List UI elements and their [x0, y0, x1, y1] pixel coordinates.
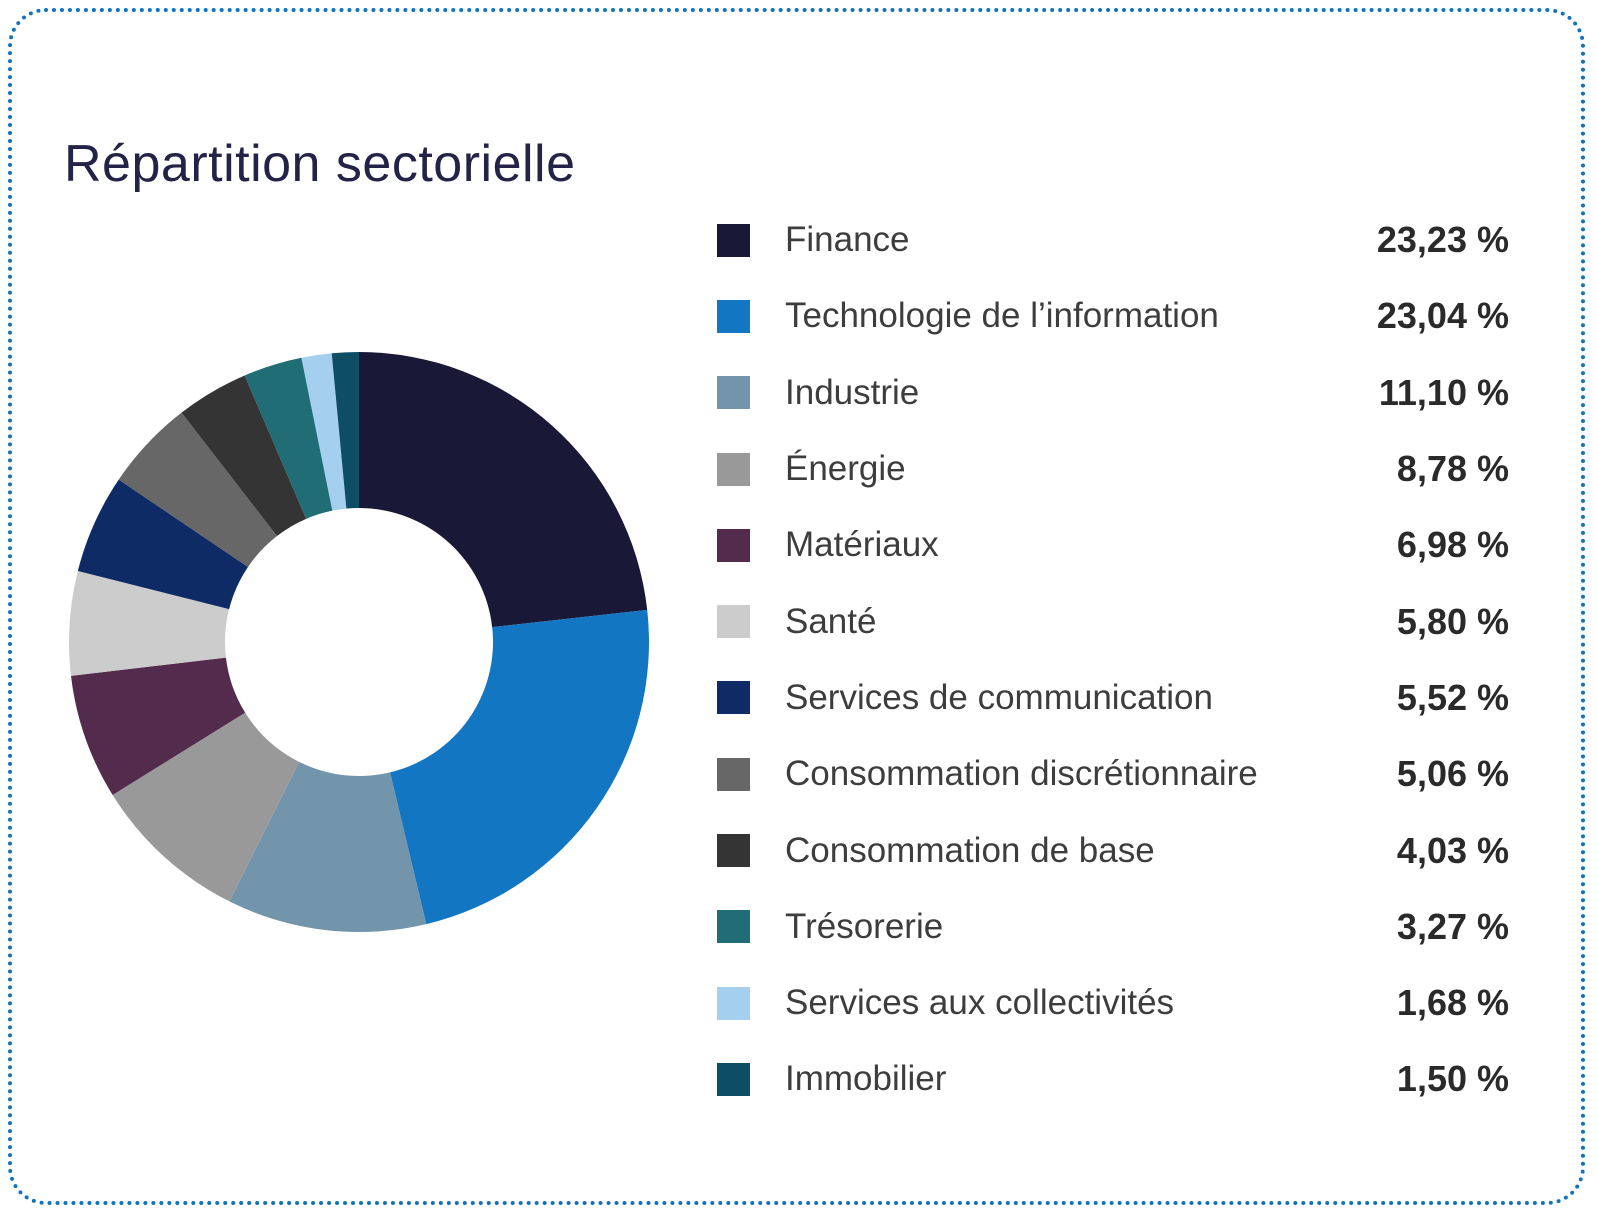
- legend-value: 5,06 %: [1396, 753, 1509, 795]
- legend-row: Services aux collectivités 1,68 %: [717, 965, 1509, 1041]
- legend-label: Matériaux: [785, 525, 939, 565]
- legend-swatch-icon: [717, 605, 750, 639]
- sector-donut-chart: [67, 350, 651, 934]
- donut-slice-5: [70, 657, 246, 795]
- legend-label: Finance: [785, 220, 910, 260]
- legend-row: Trésorerie 3,27 %: [717, 889, 1509, 965]
- legend-row: Énergie 8,78 %: [717, 431, 1509, 507]
- legend-swatch-icon: [717, 376, 750, 410]
- legend-row: Matériaux 6,98 %: [717, 507, 1509, 583]
- legend-label: Énergie: [785, 449, 906, 489]
- legend-label: Industrie: [785, 372, 920, 412]
- legend-row: Industrie 11,10 %: [717, 355, 1509, 431]
- chart-legend: Finance 23,23 % Technologie de l’informati…: [717, 202, 1509, 1118]
- legend-label: Consommation de base: [785, 830, 1155, 870]
- legend-row: Santé 5,80 %: [717, 583, 1509, 659]
- legend-swatch-icon: [717, 452, 750, 486]
- legend-value: 3,27 %: [1396, 905, 1509, 947]
- legend-value: 6,98 %: [1396, 524, 1509, 566]
- legend-value: 1,50 %: [1396, 1058, 1509, 1100]
- donut-slice-3: [229, 761, 427, 932]
- legend-value: 5,52 %: [1396, 676, 1509, 718]
- legend-row: Technologie de l’information 23,04 %: [717, 278, 1509, 354]
- legend-label: Technologie de l’information: [785, 296, 1219, 336]
- legend-swatch-icon: [717, 528, 750, 562]
- legend-swatch-icon: [717, 681, 750, 715]
- donut-slice-2: [390, 609, 649, 925]
- legend-row: Immobilier 1,50 %: [717, 1041, 1509, 1117]
- legend-swatch-icon: [717, 1062, 750, 1096]
- donut-slice-10: [244, 357, 333, 519]
- legend-label: Santé: [785, 601, 877, 641]
- legend-swatch-icon: [717, 910, 750, 944]
- legend-row: Finance 23,23 %: [717, 202, 1509, 278]
- legend-label: Trésorerie: [785, 906, 944, 946]
- donut-slice-7: [77, 479, 248, 610]
- legend-swatch-icon: [717, 757, 750, 791]
- legend-value: 4,03 %: [1396, 829, 1509, 871]
- page-title: Répartition sectorielle: [64, 135, 576, 193]
- legend-value: 23,04 %: [1376, 295, 1509, 337]
- legend-label: Services de communication: [785, 677, 1213, 717]
- legend-row: Services de communication 5,52 %: [717, 660, 1509, 736]
- legend-row: Consommation de base 4,03 %: [717, 812, 1509, 888]
- donut-slice-12: [331, 352, 359, 509]
- legend-swatch-icon: [717, 834, 750, 868]
- donut-chart-svg: [69, 352, 649, 932]
- legend-value: 1,68 %: [1396, 982, 1509, 1024]
- legend-value: 8,78 %: [1396, 448, 1509, 490]
- donut-slice-9: [181, 375, 307, 537]
- legend-value: 23,23 %: [1376, 219, 1509, 261]
- donut-slice-8: [118, 412, 278, 567]
- donut-slice-11: [301, 353, 347, 511]
- legend-label: Consommation discrétionnaire: [785, 754, 1258, 794]
- legend-value: 5,80 %: [1396, 600, 1509, 642]
- legend-value: 11,10 %: [1378, 371, 1509, 413]
- donut-slice-6: [69, 570, 230, 676]
- donut-slice-4: [112, 712, 300, 902]
- legend-swatch-icon: [717, 986, 750, 1020]
- legend-swatch-icon: [717, 223, 750, 257]
- legend-label: Immobilier: [785, 1059, 947, 1099]
- report-card: Répartition sectorielle Finance 23,23 % Te…: [8, 8, 1585, 1205]
- legend-row: Consommation discrétionnaire 5,06 %: [717, 736, 1509, 812]
- donut-slice-1: [359, 352, 648, 628]
- legend-label: Services aux collectivités: [785, 983, 1175, 1023]
- legend-swatch-icon: [717, 299, 750, 333]
